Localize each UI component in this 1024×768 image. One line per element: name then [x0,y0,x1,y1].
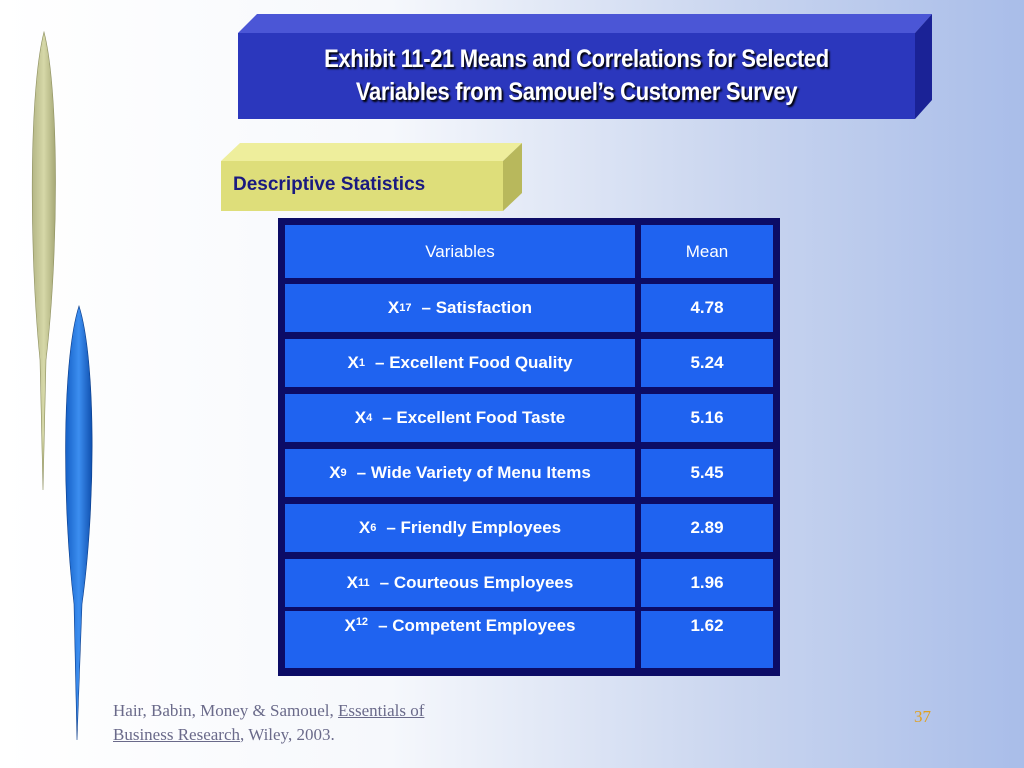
table-row-var: X 17 – Satisfaction [285,284,635,332]
var-subscript: 11 [358,577,370,589]
table-row-var: X 6 – Friendly Employees [285,504,635,552]
var-label: – Excellent Food Taste [382,408,566,427]
citation-publisher: , Wiley, 2003. [240,725,335,744]
var-letter: X [347,353,359,372]
citation-book-title-2: Business Research [113,725,241,744]
title-line-2: Variables from Samouel’s Customer Survey [355,78,798,106]
citation-book-title-1: Essentials of [338,701,425,720]
mean-value: 2.89 [690,518,724,537]
page-number: 37 [914,707,931,726]
table-row-mean: 1.62 [641,611,773,668]
table-row-var: X 12 – Competent Employees [285,611,635,668]
decorative-leaf-blue [65,305,93,741]
table-row-var: X 4 – Excellent Food Taste [285,394,635,442]
table-row-var: X 1 – Excellent Food Quality [285,339,635,387]
citation-authors: Hair, Babin, Money & Samouel, [113,701,339,720]
var-subscript: 6 [370,522,377,534]
mean-value: 1.96 [690,573,724,592]
header-mean: Mean [641,225,773,278]
table-row-mean: 5.24 [641,339,773,387]
var-label: – Courteous Employees [379,573,574,592]
table-row-mean: 5.45 [641,449,773,497]
mean-value: 5.45 [690,463,724,482]
table-row-mean: 5.16 [641,394,773,442]
var-label: – Friendly Employees [386,518,562,537]
var-subscript: 1 [358,357,366,369]
title-banner-3d [238,14,932,119]
table-row-mean: 4.78 [641,284,773,332]
var-subscript: 9 [340,467,347,479]
var-label: – Satisfaction [421,298,533,317]
var-letter: X [344,616,356,635]
var-subscript: 17 [399,302,412,314]
var-label: – Wide Variety of Menu Items [356,463,591,482]
var-letter: X [354,408,367,427]
var-label: – Competent Employees [378,616,576,635]
page-title: Exhibit 11-21 Means and Correlations for… [279,43,875,109]
decorative-leaf-olive [31,31,56,491]
table-row-mean: 1.96 [641,559,773,607]
mean-value: 5.16 [690,408,724,427]
header-variables: Variables [285,225,635,278]
title-line-1: Exhibit 11-21 Means and Correlations for… [324,45,829,73]
mean-value: 1.62 [690,616,724,635]
table-row-var: X 9 – Wide Variety of Menu Items [285,449,635,497]
var-subscript: 12 [355,616,369,628]
var-letter: X [358,518,371,537]
section-tab-3d [221,143,522,211]
var-subscript: 4 [366,412,373,424]
citation: Hair, Babin, Money & Samouel, Essentials… [113,699,424,747]
var-label: – Excellent Food Quality [375,353,573,372]
mean-value: 5.24 [690,353,724,372]
var-letter: X [387,298,400,317]
var-letter: X [346,573,359,592]
mean-value: 4.78 [690,298,724,317]
header-variables-label: Variables [425,241,495,261]
table-row-var: X 11 – Courteous Employees [285,559,635,607]
section-tab-label: Descriptive Statistics [233,174,426,195]
var-letter: X [329,463,341,482]
table-row-mean: 2.89 [641,504,773,552]
header-mean-label: Mean [685,241,729,261]
